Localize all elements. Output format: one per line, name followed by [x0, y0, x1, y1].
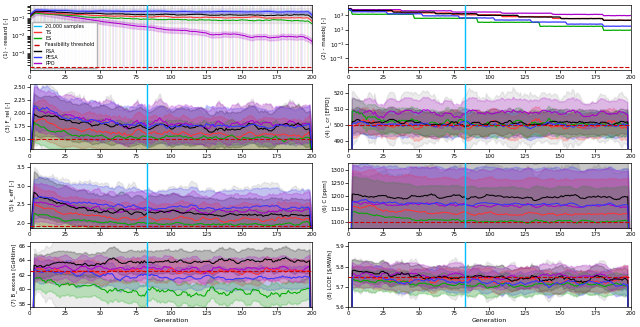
Y-axis label: (5) k_eff [-]: (5) k_eff [-]: [9, 181, 15, 211]
X-axis label: Generation: Generation: [154, 318, 189, 323]
Y-axis label: (2) - maxobj [-]: (2) - maxobj [-]: [323, 17, 328, 59]
Y-axis label: (1) - reward [-]: (1) - reward [-]: [4, 18, 9, 58]
Y-axis label: (7) B_excess [Gd4tlim]: (7) B_excess [Gd4tlim]: [11, 244, 17, 306]
Y-axis label: (4) L_cr [EFPD]: (4) L_cr [EFPD]: [326, 96, 332, 137]
Y-axis label: (3) F_rel [-]: (3) F_rel [-]: [6, 102, 12, 132]
Y-axis label: (8) LCOE [$/MWh]: (8) LCOE [$/MWh]: [328, 250, 333, 299]
Legend: 20,000 samples, TS, ES, Feasibility threshold, PSA, PESA, PPO: 20,000 samples, TS, ES, Feasibility thre…: [32, 22, 97, 68]
Y-axis label: (6) C [ppm]: (6) C [ppm]: [323, 180, 328, 212]
X-axis label: Generation: Generation: [472, 318, 507, 323]
